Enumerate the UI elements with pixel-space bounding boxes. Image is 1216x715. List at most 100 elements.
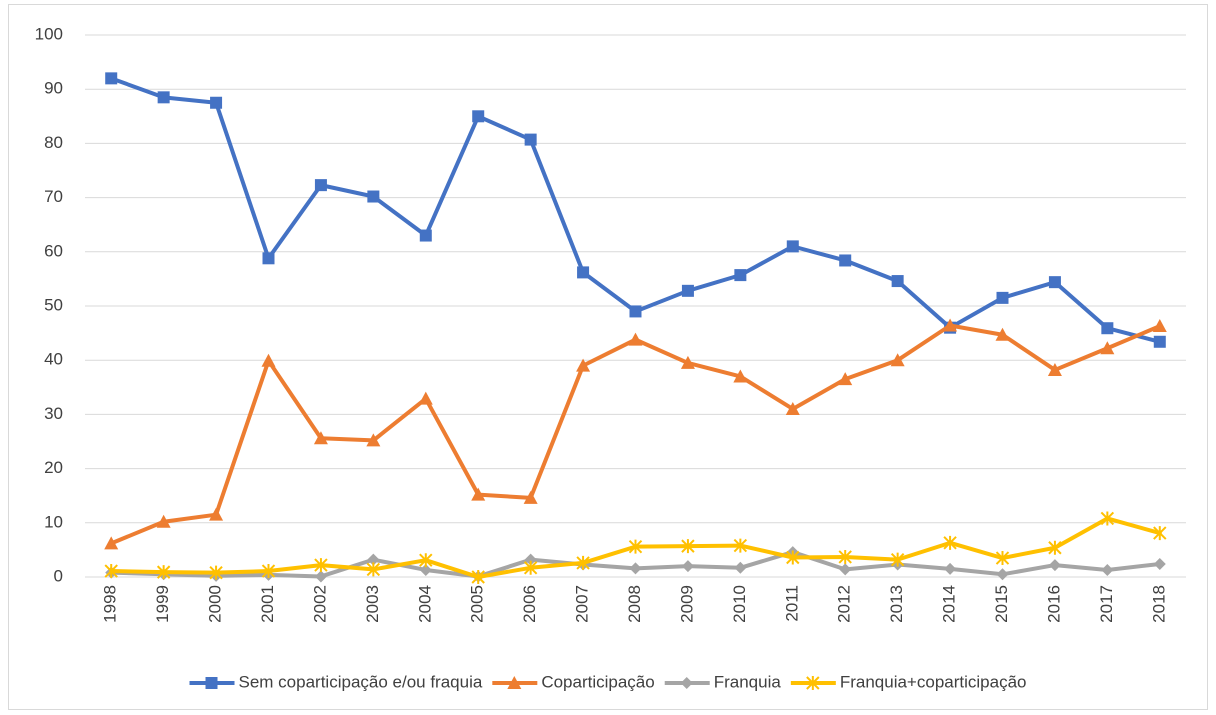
x-tick-label: 2018 (1149, 585, 1168, 623)
marker (995, 327, 1010, 341)
marker (205, 677, 218, 689)
marker (734, 269, 747, 282)
marker (891, 275, 904, 288)
marker (1048, 276, 1061, 289)
marker (366, 562, 381, 577)
marker (1152, 319, 1167, 333)
marker (507, 676, 522, 689)
marker (1101, 322, 1114, 335)
marker (419, 553, 433, 568)
chart-frame (8, 4, 1208, 710)
marker (786, 550, 800, 565)
marker (943, 535, 957, 550)
marker (806, 676, 820, 690)
marker (1048, 559, 1061, 572)
y-tick-label: 40 (44, 350, 63, 369)
marker (418, 391, 433, 405)
marker (209, 565, 223, 580)
marker (314, 570, 327, 583)
x-tick-label: 2004 (415, 585, 434, 623)
x-tick-label: 2013 (887, 585, 906, 623)
x-tick-label: 2011 (782, 585, 801, 622)
marker (629, 562, 642, 575)
x-tick-label: 2016 (1044, 585, 1063, 623)
marker (157, 91, 170, 104)
marker (628, 332, 643, 346)
x-tick-label: 2012 (835, 585, 854, 623)
x-tick-label: 1999 (153, 585, 172, 623)
y-tick-label: 10 (44, 512, 63, 531)
marker (680, 355, 695, 369)
marker (471, 487, 486, 501)
marker (261, 564, 276, 579)
y-tick-label: 100 (35, 24, 63, 43)
marker (576, 358, 591, 372)
marker (367, 190, 380, 203)
marker (156, 514, 171, 528)
marker (261, 353, 276, 367)
marker (681, 560, 694, 573)
marker (1100, 511, 1115, 526)
x-tick-label: 2007 (573, 585, 592, 623)
x-tick-label: 2014 (940, 585, 959, 623)
marker (104, 564, 118, 579)
x-tick-label: 2006 (520, 585, 539, 623)
marker (838, 372, 853, 386)
y-tick-label: 30 (44, 404, 63, 423)
y-tick-label: 20 (44, 458, 63, 477)
marker (839, 254, 852, 267)
x-tick-label: 2009 (677, 585, 696, 623)
x-tick-label: 2015 (992, 585, 1011, 623)
y-tick-label: 50 (44, 295, 63, 314)
x-tick-label: 2000 (206, 585, 225, 623)
y-tick-label: 0 (54, 566, 63, 585)
marker (681, 284, 694, 297)
marker (523, 560, 538, 575)
x-tick-label: 2003 (363, 585, 382, 623)
x-tick-label: 1998 (101, 585, 120, 623)
y-tick-label: 90 (44, 79, 63, 98)
marker (890, 552, 905, 567)
legend-label: Franquia+coparticipação (840, 672, 1027, 691)
x-tick-label: 2005 (468, 585, 487, 623)
x-tick-label: 2002 (310, 585, 329, 623)
marker (839, 563, 852, 576)
marker (104, 536, 119, 550)
marker (156, 565, 171, 580)
x-tick-label: 2008 (625, 585, 644, 623)
marker (1101, 563, 1114, 576)
marker (366, 433, 381, 447)
marker (733, 369, 748, 383)
legend-label: Franquia (714, 672, 782, 691)
y-tick-label: 60 (44, 241, 63, 260)
marker (210, 96, 223, 109)
marker (1100, 341, 1115, 355)
marker (524, 553, 537, 566)
marker (838, 549, 852, 564)
marker (733, 538, 748, 553)
legend-label: Sem coparticipação e/ou fraquia (239, 672, 483, 691)
marker (785, 401, 800, 415)
legend: Sem coparticipação e/ou fraquia Copartici… (189, 672, 1027, 691)
marker (209, 507, 224, 521)
marker (1153, 557, 1166, 570)
y-tick-label: 70 (44, 187, 63, 206)
marker (523, 490, 538, 504)
x-tick-label: 2010 (730, 585, 749, 623)
marker (1153, 526, 1167, 541)
marker (1047, 362, 1062, 376)
marker (944, 562, 957, 575)
marker (996, 568, 1009, 581)
marker (1048, 540, 1062, 555)
marker (367, 553, 380, 566)
marker (577, 266, 590, 279)
marker (995, 551, 1010, 566)
marker (262, 252, 275, 265)
marker (629, 305, 642, 318)
marker (314, 179, 327, 192)
marker (628, 539, 643, 554)
x-tick-label: 2001 (258, 585, 277, 623)
marker (1153, 335, 1166, 348)
marker (943, 318, 958, 332)
